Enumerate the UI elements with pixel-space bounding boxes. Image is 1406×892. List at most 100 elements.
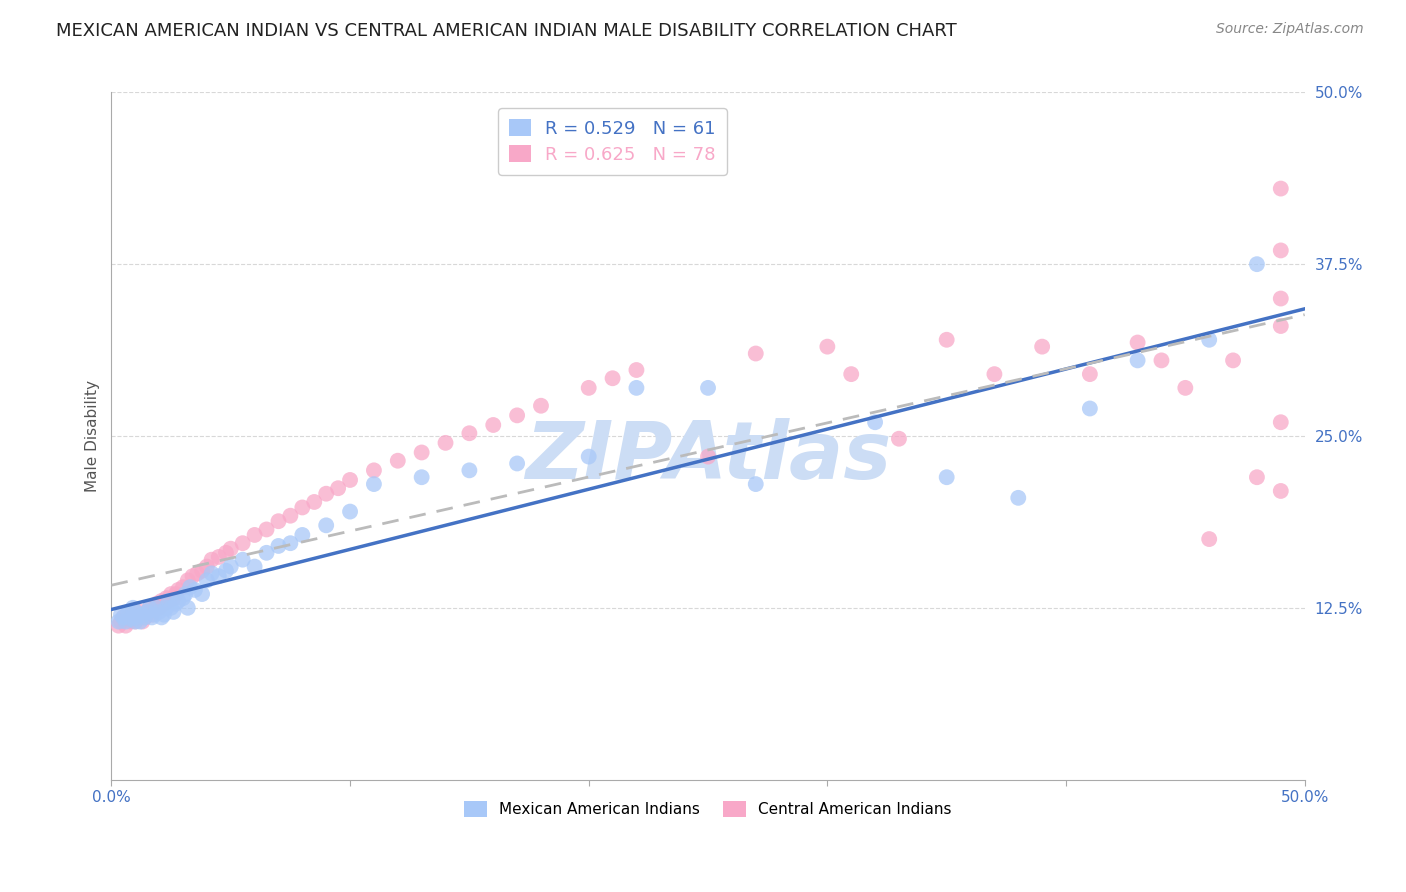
Point xyxy=(172,580,194,594)
Point xyxy=(120,612,142,626)
Point xyxy=(1007,491,1029,505)
Point xyxy=(626,381,648,395)
Point xyxy=(131,615,153,629)
Point xyxy=(153,597,176,611)
Point xyxy=(232,552,254,566)
Point xyxy=(138,600,160,615)
Point xyxy=(208,569,231,583)
Text: MEXICAN AMERICAN INDIAN VS CENTRAL AMERICAN INDIAN MALE DISABILITY CORRELATION C: MEXICAN AMERICAN INDIAN VS CENTRAL AMERI… xyxy=(56,22,957,40)
Point xyxy=(107,615,129,629)
Point xyxy=(191,587,214,601)
Point xyxy=(145,597,167,611)
Point xyxy=(363,463,385,477)
Point xyxy=(162,591,184,606)
Point xyxy=(117,610,139,624)
Point xyxy=(134,610,156,624)
Point xyxy=(148,605,170,619)
Point xyxy=(863,415,886,429)
Point xyxy=(155,600,177,615)
Point xyxy=(114,618,136,632)
Point xyxy=(124,610,146,624)
Point xyxy=(172,591,194,606)
Point xyxy=(745,477,768,491)
Point xyxy=(177,574,200,588)
Point xyxy=(506,457,529,471)
Point xyxy=(458,463,481,477)
Point xyxy=(201,552,224,566)
Point xyxy=(887,432,910,446)
Point xyxy=(129,615,152,629)
Point xyxy=(1126,353,1149,368)
Point xyxy=(291,528,314,542)
Point xyxy=(1246,257,1268,271)
Point xyxy=(195,574,218,588)
Point xyxy=(578,450,600,464)
Point xyxy=(112,610,135,624)
Point xyxy=(136,605,159,619)
Point xyxy=(1198,532,1220,546)
Point xyxy=(458,426,481,441)
Point xyxy=(150,610,173,624)
Point xyxy=(267,514,290,528)
Point xyxy=(107,618,129,632)
Legend: Mexican American Indians, Central American Indians: Mexican American Indians, Central Americ… xyxy=(458,796,957,823)
Point xyxy=(160,587,183,601)
Point xyxy=(114,615,136,629)
Point xyxy=(1270,244,1292,258)
Point xyxy=(363,477,385,491)
Point xyxy=(1270,318,1292,333)
Point xyxy=(1078,401,1101,416)
Point xyxy=(201,566,224,581)
Point xyxy=(530,399,553,413)
Point xyxy=(315,518,337,533)
Point xyxy=(112,610,135,624)
Point xyxy=(243,528,266,542)
Point xyxy=(160,600,183,615)
Point xyxy=(215,546,238,560)
Point xyxy=(120,615,142,629)
Point xyxy=(141,607,163,622)
Point xyxy=(1078,367,1101,381)
Point xyxy=(148,600,170,615)
Point xyxy=(578,381,600,395)
Point xyxy=(131,607,153,622)
Point xyxy=(232,536,254,550)
Point xyxy=(167,594,190,608)
Point xyxy=(110,615,132,629)
Point xyxy=(167,582,190,597)
Point xyxy=(1270,483,1292,498)
Point xyxy=(387,454,409,468)
Point xyxy=(697,450,720,464)
Point xyxy=(195,559,218,574)
Point xyxy=(434,435,457,450)
Point xyxy=(117,605,139,619)
Point xyxy=(208,549,231,564)
Point xyxy=(411,445,433,459)
Point xyxy=(134,610,156,624)
Point xyxy=(124,605,146,619)
Point xyxy=(110,607,132,622)
Point xyxy=(1270,181,1292,195)
Point xyxy=(157,594,180,608)
Point xyxy=(162,605,184,619)
Point xyxy=(1222,353,1244,368)
Point xyxy=(143,607,166,622)
Point xyxy=(122,607,145,622)
Point xyxy=(153,607,176,622)
Point xyxy=(839,367,862,381)
Point xyxy=(136,605,159,619)
Point xyxy=(165,587,187,601)
Point xyxy=(315,486,337,500)
Point xyxy=(1198,333,1220,347)
Point xyxy=(1270,415,1292,429)
Point xyxy=(157,594,180,608)
Point xyxy=(219,559,242,574)
Point xyxy=(326,481,349,495)
Point xyxy=(1031,340,1053,354)
Point xyxy=(186,566,208,581)
Point xyxy=(141,610,163,624)
Point xyxy=(191,564,214,578)
Point xyxy=(179,580,201,594)
Point xyxy=(697,381,720,395)
Point xyxy=(256,523,278,537)
